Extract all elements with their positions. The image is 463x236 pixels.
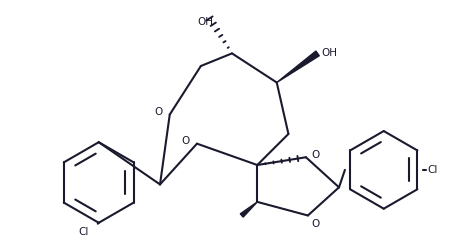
Polygon shape: [240, 202, 257, 217]
Text: Cl: Cl: [426, 165, 437, 175]
Text: OH: OH: [197, 17, 213, 26]
Text: OH: OH: [321, 48, 337, 58]
Text: O: O: [181, 136, 189, 146]
Text: O: O: [311, 150, 319, 160]
Text: O: O: [311, 219, 319, 229]
Polygon shape: [276, 51, 319, 83]
Text: Cl: Cl: [79, 227, 89, 236]
Text: O: O: [154, 107, 162, 117]
